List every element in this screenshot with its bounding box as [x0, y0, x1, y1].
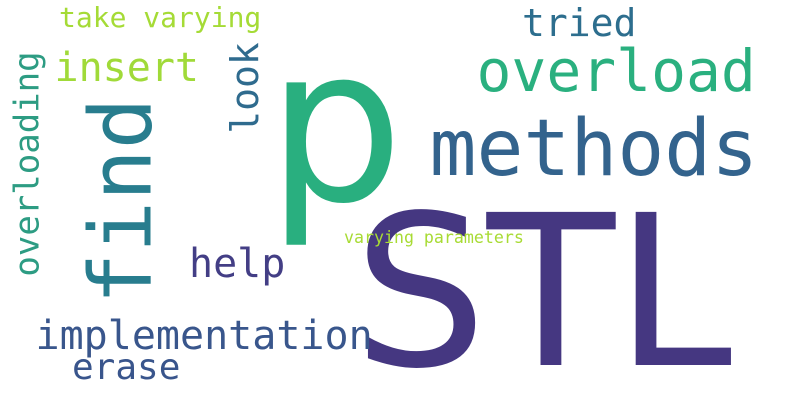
word-help: help — [189, 241, 286, 287]
word-varying-parameters: varying parameters — [344, 227, 524, 247]
word-stl: STL — [353, 170, 733, 400]
word-erase: erase — [72, 347, 181, 388]
word-methods: methods — [429, 104, 759, 194]
word-implementation: implementation — [35, 313, 373, 359]
word-overloading: overloading — [7, 51, 48, 277]
word-tried: tried — [522, 1, 637, 45]
word-overload: overload — [476, 37, 756, 105]
word-p: p — [267, 0, 404, 251]
word-find: find — [71, 97, 172, 305]
word-insert: insert — [54, 45, 200, 91]
word-look: look — [222, 42, 267, 134]
word-take-varying: take varying — [59, 1, 262, 34]
